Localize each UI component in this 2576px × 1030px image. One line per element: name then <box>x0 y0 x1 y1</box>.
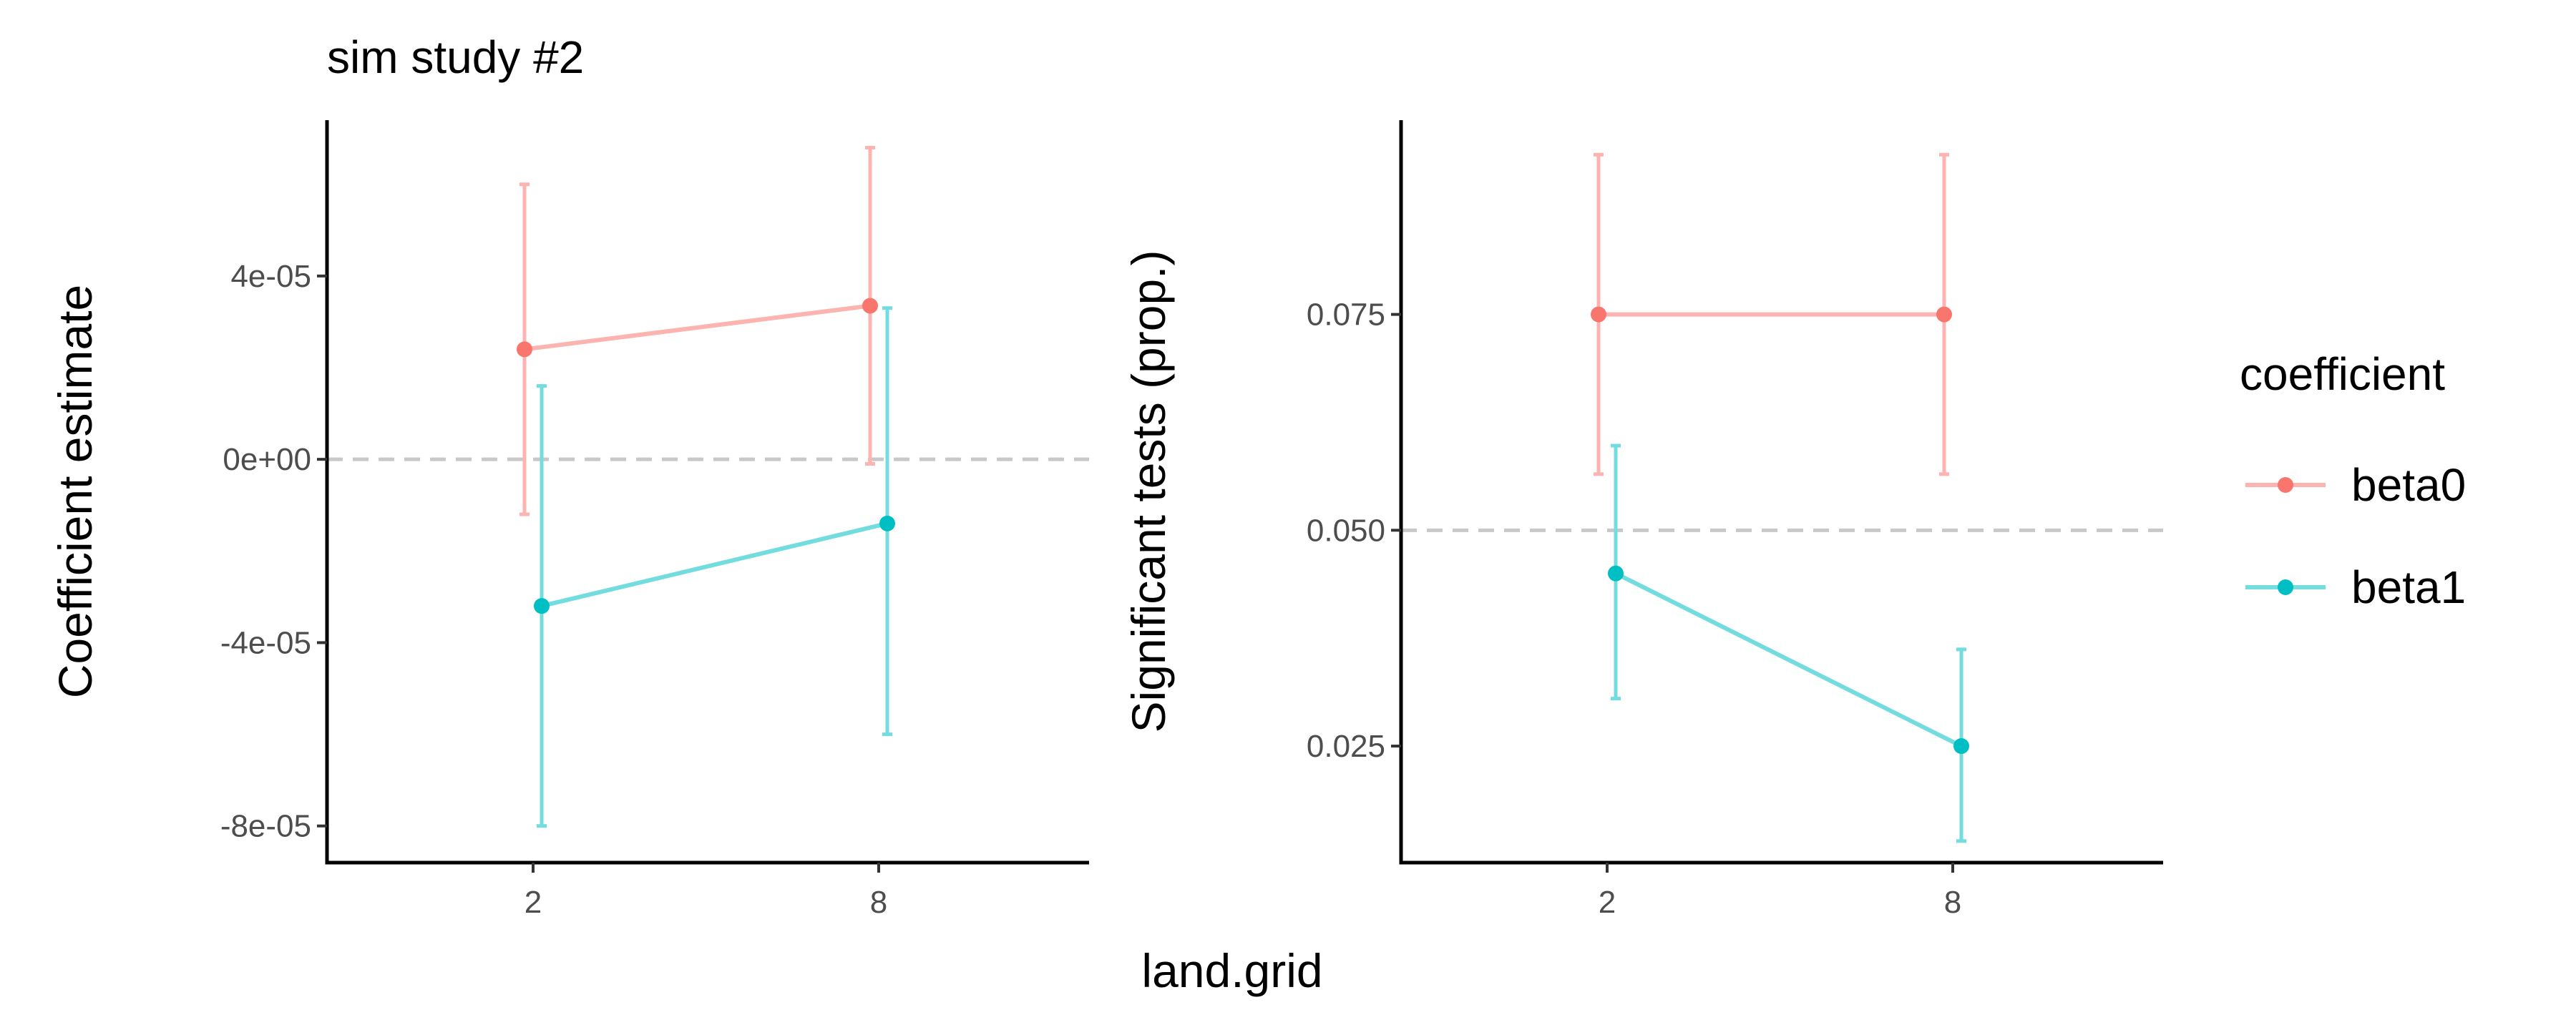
legend-key-point-beta1 <box>2278 579 2293 595</box>
panel-significant-tests: 0.025 0.050 0.075 2 8 Significant tests (prop… <box>1122 120 2163 920</box>
y-tick-label: 0.075 <box>1307 298 1385 333</box>
series-line-beta1 <box>1614 571 1963 748</box>
point-beta0-2 <box>517 341 532 358</box>
x-tick-label: 8 <box>1944 885 1961 920</box>
y-axis-title: Coefficient estimate <box>49 285 102 698</box>
point-beta0-2 <box>1591 306 1606 323</box>
legend: coefficient beta0 beta1 <box>2240 348 2466 613</box>
y-tick-label: -4e-05 <box>220 625 311 660</box>
x-tick-label: 2 <box>525 885 542 920</box>
y-tick-label: 0.025 <box>1307 729 1385 764</box>
y-tick-label: 4e-05 <box>230 259 311 294</box>
x-axis-title: land.grid <box>1141 944 1322 997</box>
legend-title: coefficient <box>2240 348 2445 400</box>
y-axis-title: Significant tests (prop.) <box>1122 250 1175 733</box>
y-tick-label: -8e-05 <box>220 809 311 844</box>
panel-coefficient-estimate: -8e-05 -4e-05 0e+00 4e-05 2 8 Coefficient esti… <box>49 120 1089 920</box>
series-line-beta1 <box>541 521 888 609</box>
plot-title: sim study #2 <box>327 31 584 83</box>
point-beta1-2 <box>534 598 550 614</box>
series-line-beta0 <box>524 303 871 352</box>
point-beta1-2 <box>1608 565 1624 582</box>
x-tick-label: 8 <box>870 885 887 920</box>
legend-key-point-beta0 <box>2278 477 2293 493</box>
point-beta1-8 <box>879 515 895 531</box>
legend-label-beta0: beta0 <box>2351 459 2466 511</box>
y-tick-label: 0e+00 <box>223 442 311 477</box>
x-tick-label: 2 <box>1599 885 1616 920</box>
point-beta0-8 <box>862 298 878 314</box>
point-beta1-8 <box>1953 738 1969 755</box>
legend-label-beta1: beta1 <box>2351 561 2466 613</box>
y-tick-label: 0.050 <box>1307 513 1385 548</box>
point-beta0-8 <box>1936 306 1952 323</box>
